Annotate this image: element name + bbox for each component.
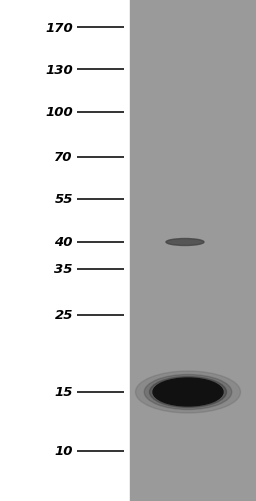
Bar [130, 0, 256, 501]
Text: 170: 170 [45, 22, 73, 35]
Text: 55: 55 [55, 193, 73, 206]
Text: 130: 130 [45, 63, 73, 76]
Ellipse shape [166, 239, 204, 246]
Ellipse shape [135, 371, 240, 413]
Text: 25: 25 [55, 309, 73, 322]
Ellipse shape [153, 378, 223, 406]
Text: 70: 70 [55, 151, 73, 164]
Text: 35: 35 [55, 263, 73, 276]
Text: 10: 10 [55, 444, 73, 457]
Text: 15: 15 [55, 386, 73, 399]
Ellipse shape [144, 375, 232, 410]
Ellipse shape [150, 377, 227, 408]
Text: 100: 100 [45, 106, 73, 119]
Text: 40: 40 [55, 236, 73, 249]
